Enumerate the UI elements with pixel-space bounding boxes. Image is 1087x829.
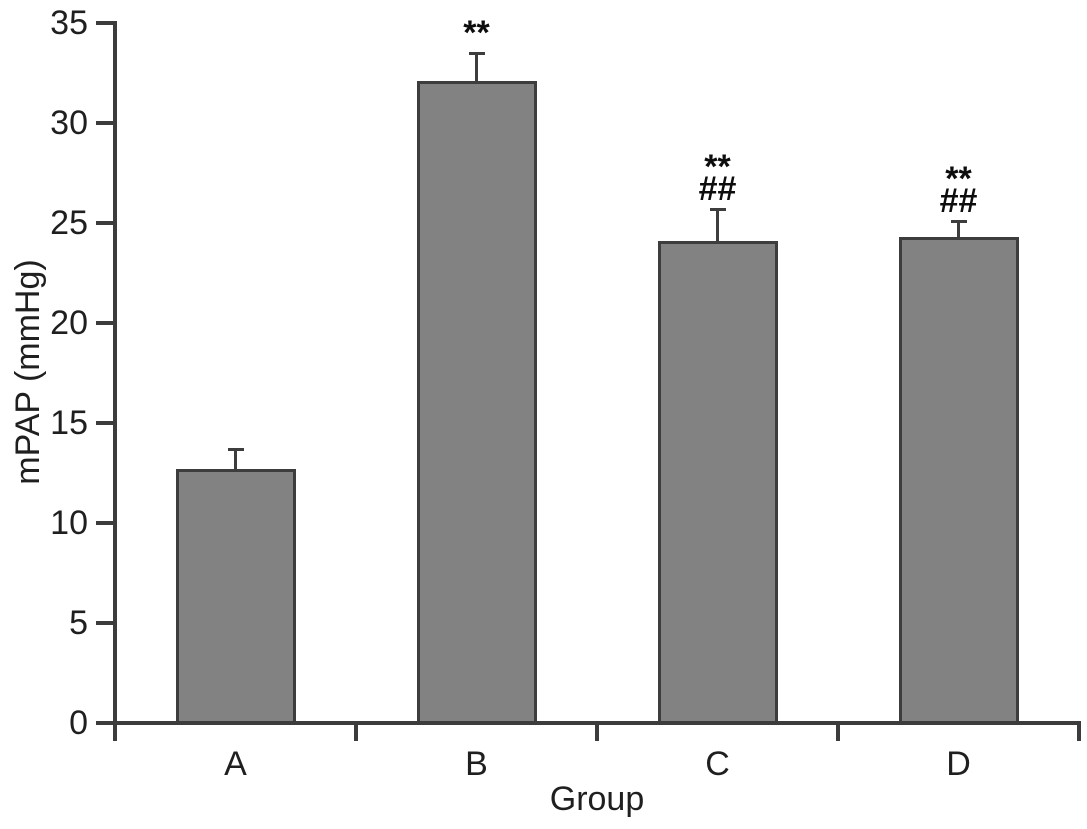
- x-tick: [595, 725, 599, 741]
- y-tick: [96, 721, 113, 725]
- significance-symbol: ##: [939, 182, 978, 220]
- y-tick: [96, 321, 113, 325]
- y-tick: [96, 621, 113, 625]
- significance-annotation-B: **: [417, 14, 537, 52]
- significance-annotation-D: ** ##: [899, 162, 1019, 220]
- y-tick-label-35: 35: [50, 4, 88, 42]
- y-tick-label-5: 5: [69, 604, 88, 642]
- category-label-B: B: [465, 745, 488, 783]
- y-tick-label-20: 20: [50, 304, 88, 342]
- x-tick: [354, 725, 358, 741]
- y-axis-title: mPAP (mmHg): [9, 259, 47, 485]
- y-axis-line: [113, 21, 117, 741]
- error-bar-line-D: [957, 223, 960, 237]
- category-label-C: C: [705, 745, 730, 783]
- x-tick: [1077, 725, 1081, 741]
- y-tick: [96, 221, 113, 225]
- error-bar-cap-A: [227, 448, 244, 451]
- y-tick-label-25: 25: [50, 204, 88, 242]
- x-tick: [836, 725, 840, 741]
- significance-symbol: ##: [698, 170, 737, 208]
- category-label-D: D: [946, 745, 971, 783]
- y-tick-label-30: 30: [50, 104, 88, 142]
- y-tick: [96, 521, 113, 525]
- x-axis-line: [113, 721, 1081, 725]
- error-bar-line-A: [234, 451, 237, 469]
- y-tick: [96, 21, 113, 25]
- error-bar-cap-D: [950, 220, 967, 223]
- error-bar-cap-B: [468, 52, 485, 55]
- error-bar-cap-C: [709, 208, 726, 211]
- bar-D: [898, 237, 1019, 721]
- category-label-A: A: [224, 745, 247, 783]
- x-axis-title: Group: [549, 780, 645, 818]
- y-tick: [96, 421, 113, 425]
- bar-C: [657, 241, 778, 721]
- significance-annotation-C: ** ##: [658, 150, 778, 208]
- error-bar-line-C: [716, 211, 719, 241]
- bar-A: [175, 469, 296, 721]
- error-bar-line-B: [475, 55, 478, 81]
- y-tick-label-0: 0: [69, 704, 88, 742]
- y-tick-label-10: 10: [50, 504, 88, 542]
- y-tick-label-15: 15: [50, 404, 88, 442]
- y-tick: [96, 121, 113, 125]
- significance-symbol: **: [463, 14, 490, 52]
- bar-B: [416, 81, 537, 721]
